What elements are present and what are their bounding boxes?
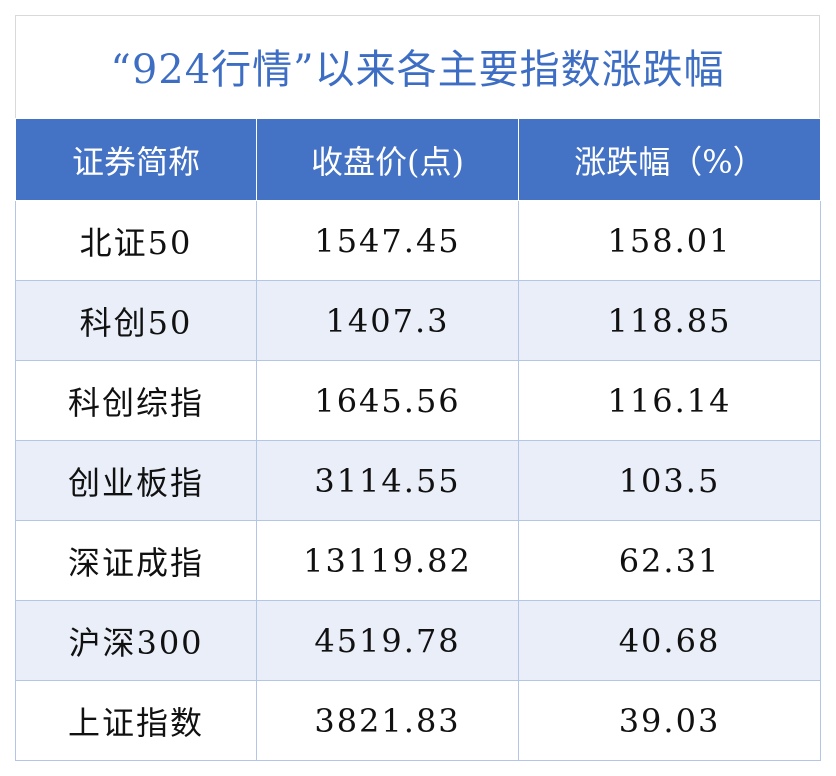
table-cell: 116.14 (518, 360, 821, 441)
column-header: 证券简称 (15, 118, 257, 201)
table-cell: 1407.3 (256, 280, 519, 361)
table-cell: 上证指数 (15, 680, 257, 761)
table-row: 沪深300 4519.78 40.68 (15, 600, 821, 681)
table-cell: 科创50 (15, 280, 257, 361)
table-frame: “924行情”以来各主要指数涨跌幅 证券简称 收盘价(点) 涨跌幅（%） 北证50 1… (15, 15, 821, 761)
table-row: 科创综指 1645.56 116.14 (15, 360, 821, 441)
table-cell: 39.03 (518, 680, 821, 761)
table-cell: 62.31 (518, 520, 821, 601)
data-table: 证券简称 收盘价(点) 涨跌幅（%） 北证50 1547.45 158.01 科创50 14… (15, 118, 821, 761)
table-row: 科创50 1407.3 118.85 (15, 280, 821, 361)
table-cell: 158.01 (518, 200, 821, 281)
table-cell: 40.68 (518, 600, 821, 681)
table-cell: 103.5 (518, 440, 821, 521)
table-cell: 3821.83 (256, 680, 519, 761)
table-cell: 深证成指 (15, 520, 257, 601)
table-cell: 1547.45 (256, 200, 519, 281)
table-cell: 3114.55 (256, 440, 519, 521)
title: “924行情”以来各主要指数涨跌幅 (110, 47, 725, 93)
table-row: 创业板指 3114.55 103.5 (15, 440, 821, 521)
table-row: 深证成指 13119.82 62.31 (15, 520, 821, 601)
table-row: 北证50 1547.45 158.01 (15, 200, 821, 281)
column-header: 收盘价(点) (256, 118, 519, 201)
column-header: 涨跌幅（%） (518, 118, 821, 201)
table-cell: 1645.56 (256, 360, 519, 441)
table-cell: 创业板指 (15, 440, 257, 521)
table-cell: 北证50 (15, 200, 257, 281)
table-body: 北证50 1547.45 158.01 科创50 1407.3 118.85 科创综指 164… (15, 200, 821, 761)
table-head: 证券简称 收盘价(点) 涨跌幅（%） (15, 118, 821, 201)
table-cell: 4519.78 (256, 600, 519, 681)
table-cell: 科创综指 (15, 360, 257, 441)
header-row: 证券简称 收盘价(点) 涨跌幅（%） (15, 118, 821, 201)
table-cell: 13119.82 (256, 520, 519, 601)
table-cell: 118.85 (518, 280, 821, 361)
table-row: 上证指数 3821.83 39.03 (15, 680, 821, 761)
table-cell: 沪深300 (15, 600, 257, 681)
